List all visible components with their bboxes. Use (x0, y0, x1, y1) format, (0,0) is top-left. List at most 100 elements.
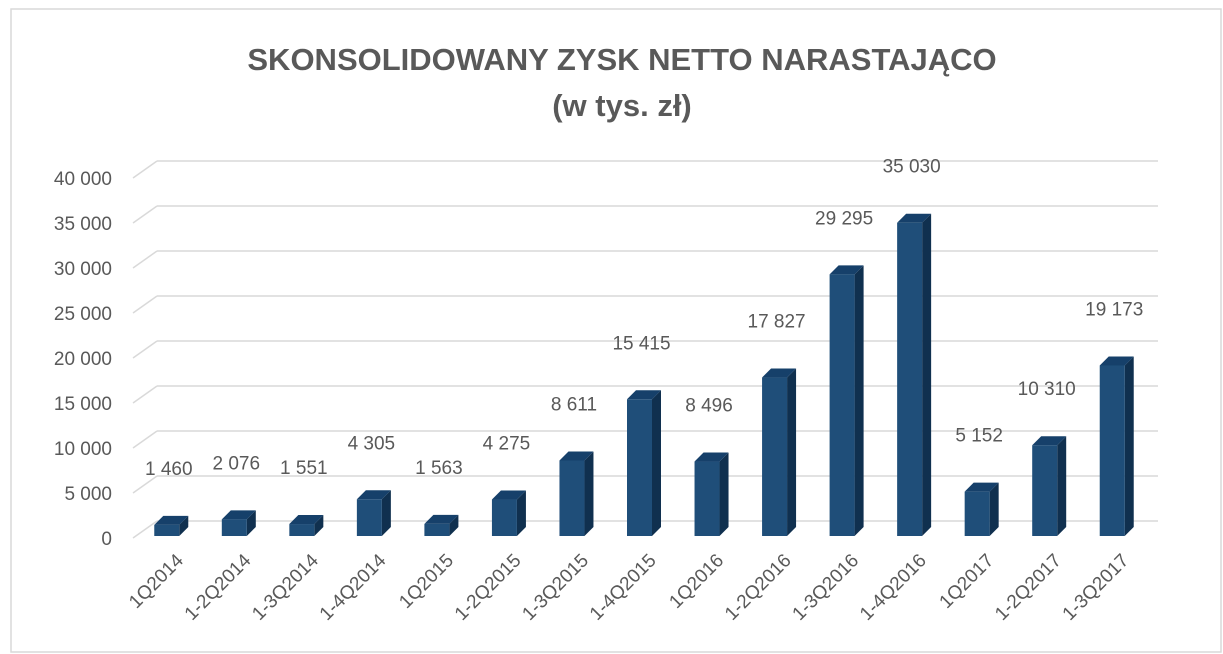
bar-front (221, 519, 247, 536)
x-tick-label: 1-3Q2015 (518, 550, 593, 625)
y-tick-label: 30 000 (54, 259, 112, 280)
data-label: 5 152 (955, 426, 1003, 447)
bar-side (1057, 436, 1067, 536)
x-tick-label: 1Q2016 (665, 550, 728, 613)
bar-side (652, 390, 661, 536)
chart-border (10, 8, 1222, 653)
bar-front (154, 524, 180, 536)
bar-side (719, 452, 729, 536)
x-tick-label: 1Q2017 (936, 550, 999, 613)
bar-top (154, 515, 189, 525)
data-label: 8 611 (551, 395, 597, 416)
bar (694, 452, 729, 536)
bar-top (964, 482, 999, 492)
y-tick-label: 20 000 (54, 349, 112, 370)
grid-line (132, 295, 158, 314)
bar (964, 482, 999, 536)
data-label: 1 460 (145, 459, 193, 480)
bar-top (897, 213, 932, 223)
bar-top (1099, 356, 1134, 366)
bar (829, 265, 864, 536)
y-tick-label: 40 000 (54, 169, 112, 190)
x-tick-label: 1Q2015 (395, 550, 458, 613)
bar (356, 490, 391, 536)
bar-side (922, 213, 932, 537)
bar-top (1032, 436, 1067, 446)
bar-side (516, 490, 526, 536)
data-label: 15 415 (612, 333, 670, 354)
bar-side (246, 510, 256, 536)
bar-front (491, 499, 517, 536)
bar-front (1032, 445, 1058, 536)
x-tick-label: 1-4Q2016 (856, 550, 931, 625)
bar-top (829, 265, 864, 275)
x-tick-label: 1Q2014 (125, 550, 188, 613)
bar-front (762, 377, 788, 536)
data-label: 8 496 (685, 396, 733, 417)
bar (627, 390, 661, 536)
x-tick-label: 1-3Q2017 (1059, 550, 1134, 625)
bar (762, 368, 797, 536)
bar (897, 213, 932, 537)
bar-side (179, 515, 189, 536)
bar-top (694, 452, 729, 462)
bar-front (424, 523, 450, 536)
bar-side (449, 514, 459, 536)
x-tick-label: 1-3Q2016 (789, 550, 864, 625)
bar (424, 514, 459, 536)
bar-top (627, 390, 661, 400)
y-tick-label: 5 000 (64, 484, 112, 505)
bar-top (424, 514, 459, 524)
bar-front (897, 222, 923, 537)
bar-side (989, 482, 999, 536)
bar-front (694, 461, 720, 536)
data-label: 1 551 (280, 458, 328, 479)
x-tick-label: 1-2Q2015 (451, 550, 526, 625)
data-label: 4 305 (348, 433, 396, 454)
data-label: 2 076 (213, 453, 261, 474)
bar-top (289, 515, 324, 525)
bar-front (559, 460, 585, 536)
grid-line (132, 520, 158, 539)
x-tick-label: 1-2Q2017 (991, 550, 1066, 625)
bar-top (491, 490, 526, 500)
y-tick-label: 10 000 (54, 439, 112, 460)
bar-side (314, 515, 324, 536)
x-tick-label: 1-3Q2014 (248, 550, 323, 625)
grid-line (132, 430, 158, 449)
bar-front (289, 524, 315, 536)
data-label: 4 275 (483, 434, 531, 455)
bar (221, 510, 256, 536)
bar-top (559, 451, 594, 461)
bar-side (1124, 356, 1134, 536)
grid-line (132, 205, 158, 224)
bar (289, 515, 324, 536)
data-label: 35 030 (883, 157, 941, 178)
bar-side (854, 265, 864, 536)
data-label: 29 295 (815, 208, 873, 229)
bar-front (1099, 365, 1125, 536)
bar-side (584, 451, 594, 536)
grid-line (132, 160, 158, 179)
chart-subtitle: (w tys. zł) (552, 88, 692, 123)
y-tick-label: 0 (101, 529, 112, 550)
y-tick-label: 35 000 (54, 214, 112, 235)
bar-front (829, 274, 855, 536)
grid-line (132, 250, 158, 269)
x-tick-label: 1-4Q2014 (316, 550, 391, 625)
bar-front (356, 499, 382, 536)
bar-side (381, 490, 391, 536)
grid-line (132, 475, 158, 494)
bar (491, 490, 526, 536)
bar-top (356, 490, 391, 500)
x-tick-label: 1-2Q2016 (721, 550, 796, 625)
chart-title: SKONSOLIDOWANY ZYSK NETTO NARASTAJĄCO (247, 42, 996, 77)
grid-line (132, 340, 158, 359)
data-label: 1 563 (415, 458, 463, 479)
bar (559, 451, 594, 536)
data-label: 19 173 (1085, 299, 1143, 320)
bar (154, 515, 189, 536)
x-tick-label: 1-4Q2015 (586, 550, 661, 625)
bar (1099, 356, 1134, 536)
